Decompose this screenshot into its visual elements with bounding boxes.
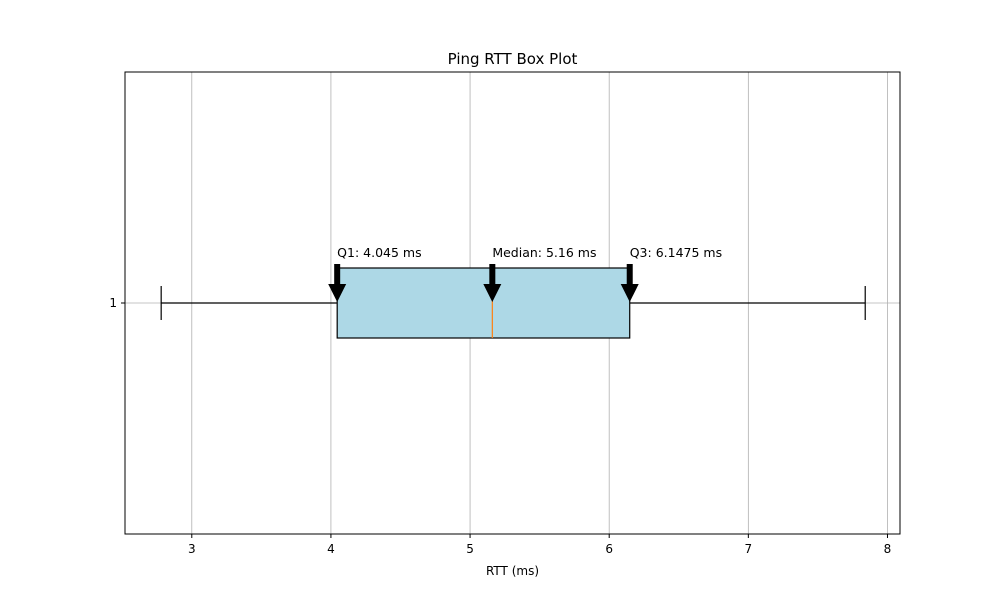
x-tick-label: 3 [188,542,196,556]
x-tick-label: 4 [327,542,335,556]
annotation-arrow-shaft [489,264,496,284]
annotation-label: Q3: 6.1475 ms [630,245,722,260]
annotation-arrow-head [483,284,502,302]
annotation-arrow-head [328,284,347,302]
y-axis: 1 [109,296,125,310]
annotation-label: Q1: 4.045 ms [337,245,421,260]
y-tick-label: 1 [109,296,117,310]
chart-title: Ping RTT Box Plot [448,50,578,68]
x-tick-label: 7 [745,542,753,556]
x-axis: 3 4 5 6 7 8 [188,534,891,556]
annotation-label: Median: 5.16 ms [492,245,596,260]
annotations: Q1: 4.045 ms Median: 5.16 ms Q3: 6.1475 ms [328,245,722,302]
annotation-arrow-shaft [626,264,633,284]
annotation-arrow-shaft [334,264,341,284]
box-plot [160,267,866,339]
x-tick-label: 5 [466,542,474,556]
interquartile-box [336,267,631,339]
annotation-arrow-head [620,284,639,302]
x-axis-label: RTT (ms) [486,564,539,578]
x-tick-label: 8 [884,542,892,556]
x-tick-label: 6 [605,542,613,556]
